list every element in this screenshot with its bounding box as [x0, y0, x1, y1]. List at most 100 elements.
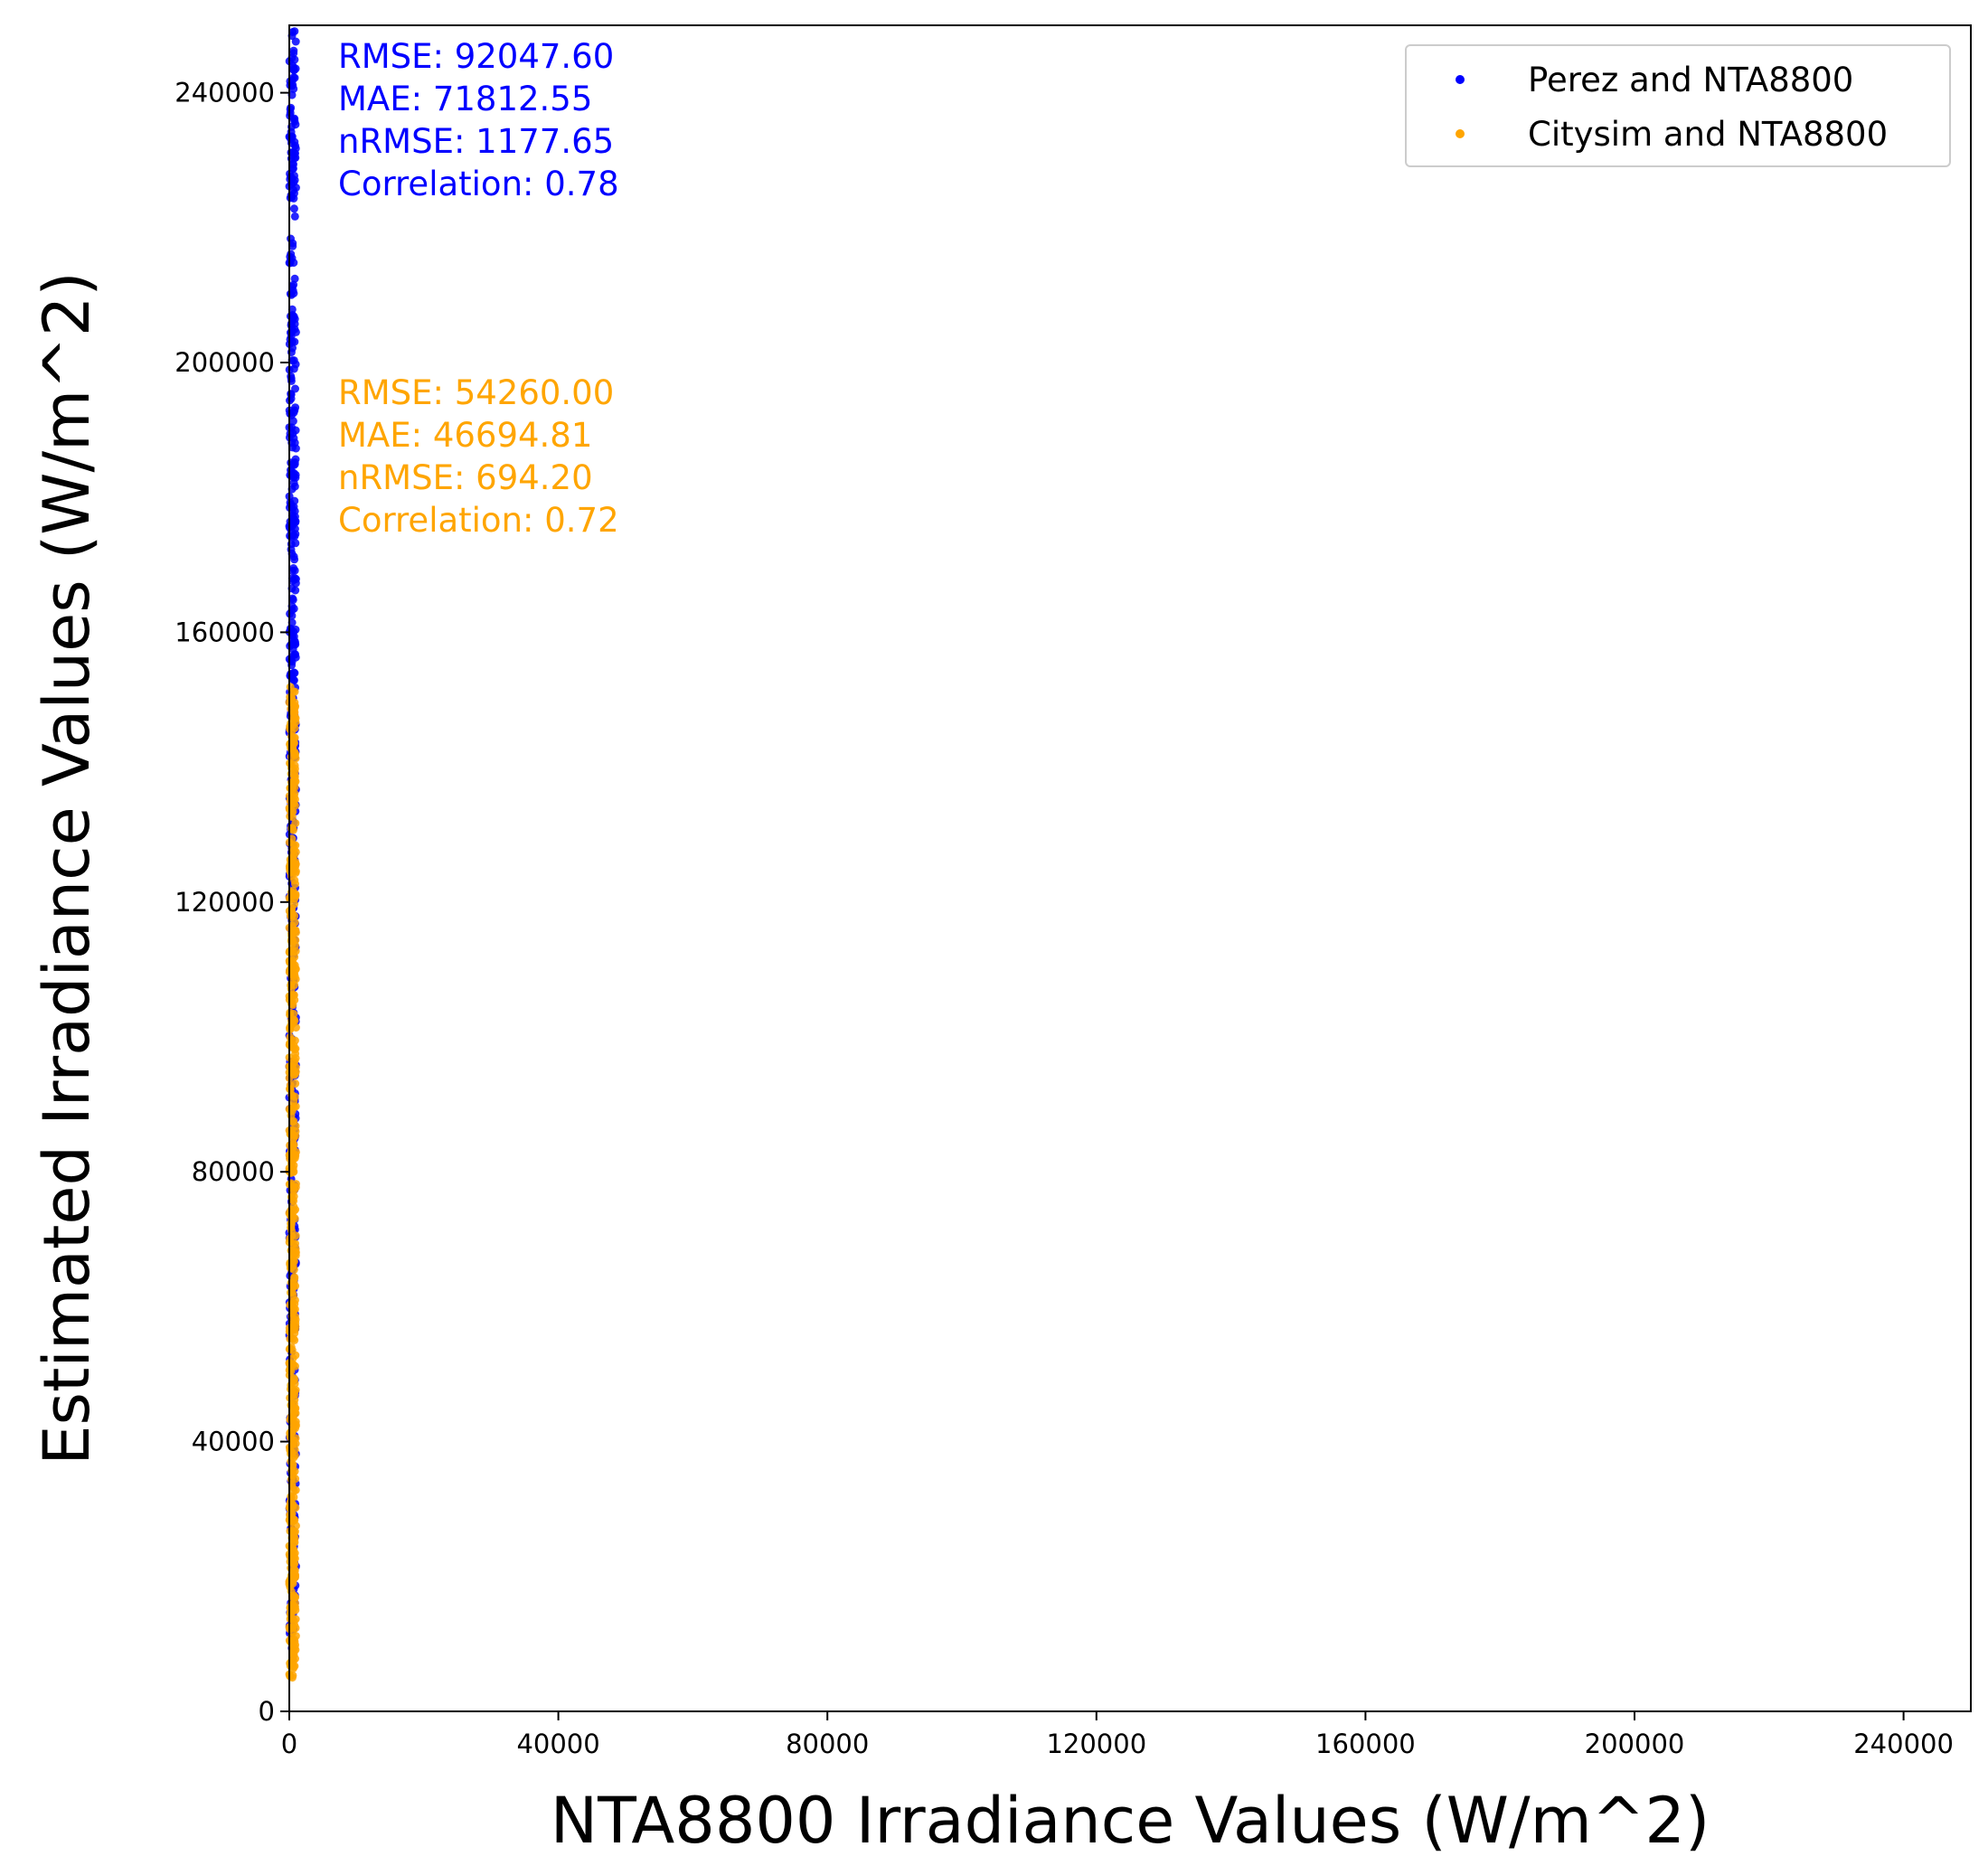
- y-tick-label: 40000: [192, 1427, 275, 1457]
- y-tick-label: 120000: [174, 887, 275, 918]
- data-point: [290, 27, 299, 36]
- data-point: [287, 500, 296, 509]
- data-point: [291, 1053, 300, 1062]
- legend-marker-perez: [1456, 75, 1465, 84]
- data-point: [291, 1244, 300, 1253]
- y-axis-ticks: 0 40000 80000 120000 160000 200000 240000: [174, 78, 289, 1727]
- stat-citysim-rmse: RMSE: 54260.00: [338, 373, 614, 412]
- data-point: [289, 1117, 298, 1126]
- legend-label-citysim: Citysim and NTA8800: [1528, 115, 1888, 154]
- x-axis-ticks: 0 40000 80000 120000 160000 200000 240000: [281, 1711, 1954, 1759]
- data-point: [291, 1593, 299, 1602]
- x-tick-label: 240000: [1853, 1729, 1954, 1759]
- data-point: [291, 384, 299, 393]
- data-point: [287, 545, 296, 554]
- data-point: [287, 743, 296, 752]
- y-axis-title: Estimated Irradiance Values (W/m^2): [30, 271, 104, 1465]
- data-point: [286, 860, 295, 869]
- data-point: [291, 1023, 300, 1032]
- data-point: [287, 234, 295, 243]
- data-point: [289, 1546, 298, 1555]
- data-point: [288, 1257, 297, 1266]
- data-point: [286, 1107, 295, 1115]
- data-point: [290, 640, 299, 649]
- data-point: [289, 84, 298, 93]
- data-point: [287, 1367, 296, 1376]
- data-point: [288, 531, 297, 540]
- data-point: [288, 1460, 297, 1469]
- data-point: [288, 594, 297, 603]
- data-point: [288, 417, 297, 426]
- x-tick-label: 40000: [516, 1729, 599, 1759]
- data-point: [290, 1092, 299, 1101]
- data-point: [291, 470, 300, 479]
- data-point: [291, 360, 300, 369]
- data-point: [290, 698, 299, 707]
- data-point: [288, 1529, 297, 1538]
- y-tick-label: 160000: [174, 617, 275, 647]
- x-tick-label: 120000: [1046, 1729, 1146, 1759]
- data-point: [287, 521, 296, 530]
- data-point: [290, 708, 299, 717]
- stat-perez-nrmse: nRMSE: 1177.65: [338, 122, 614, 161]
- data-point: [289, 1305, 298, 1314]
- data-point: [289, 1282, 298, 1291]
- x-tick-label: 200000: [1585, 1729, 1685, 1759]
- data-point: [290, 406, 299, 415]
- data-point: [286, 193, 295, 203]
- data-point: [291, 64, 300, 73]
- stat-citysim-mae: MAE: 46694.81: [338, 416, 592, 455]
- data-point: [288, 165, 297, 173]
- x-tick-label: 160000: [1315, 1729, 1416, 1759]
- data-point: [291, 890, 300, 899]
- stats-perez: RMSE: 92047.60 MAE: 71812.55 nRMSE: 1177…: [338, 37, 619, 203]
- stat-perez-rmse: RMSE: 92047.60: [338, 37, 614, 76]
- stat-perez-mae: MAE: 71812.55: [338, 80, 592, 118]
- data-point: [289, 1265, 298, 1274]
- data-point: [288, 1559, 297, 1567]
- stat-perez-correlation: Correlation: 0.78: [338, 165, 619, 203]
- data-point: [290, 1317, 299, 1325]
- data-point: [291, 1485, 300, 1494]
- data-point: [287, 1130, 296, 1139]
- x-tick-label: 0: [281, 1729, 297, 1759]
- data-point: [289, 280, 298, 289]
- data-point: [287, 574, 297, 583]
- stats-citysim: RMSE: 54260.00 MAE: 46694.81 nRMSE: 694.…: [338, 373, 619, 540]
- data-point: [288, 937, 297, 945]
- x-axis-title: NTA8800 Irradiance Values (W/m^2): [551, 1784, 1710, 1858]
- data-point: [291, 1503, 300, 1512]
- data-point: [291, 1079, 300, 1088]
- data-point: [290, 1016, 299, 1025]
- data-point: [291, 625, 300, 634]
- data-point: [290, 274, 299, 283]
- data-point: [290, 995, 299, 1004]
- stat-citysim-correlation: Correlation: 0.72: [338, 501, 619, 540]
- data-point: [287, 796, 297, 806]
- data-point: [290, 761, 299, 770]
- data-point: [286, 868, 295, 877]
- data-point: [290, 566, 299, 575]
- data-point: [288, 241, 297, 250]
- data-point: [289, 434, 298, 443]
- data-point: [289, 259, 298, 268]
- data-point: [287, 1608, 295, 1617]
- data-point: [289, 1010, 298, 1018]
- data-point: [289, 1573, 298, 1582]
- data-point: [287, 511, 297, 520]
- y-tick-label: 0: [259, 1696, 275, 1727]
- data-point: [290, 315, 299, 324]
- data-point: [290, 1296, 299, 1305]
- data-point: [291, 841, 300, 850]
- data-point: [290, 687, 299, 696]
- data-point: [291, 37, 300, 46]
- data-point: [290, 482, 299, 491]
- data-point: [286, 1085, 295, 1094]
- x-tick-label: 80000: [786, 1729, 869, 1759]
- data-point: [291, 539, 300, 548]
- data-point: [286, 105, 295, 114]
- data-point: [288, 1411, 297, 1420]
- data-point: [290, 1662, 299, 1671]
